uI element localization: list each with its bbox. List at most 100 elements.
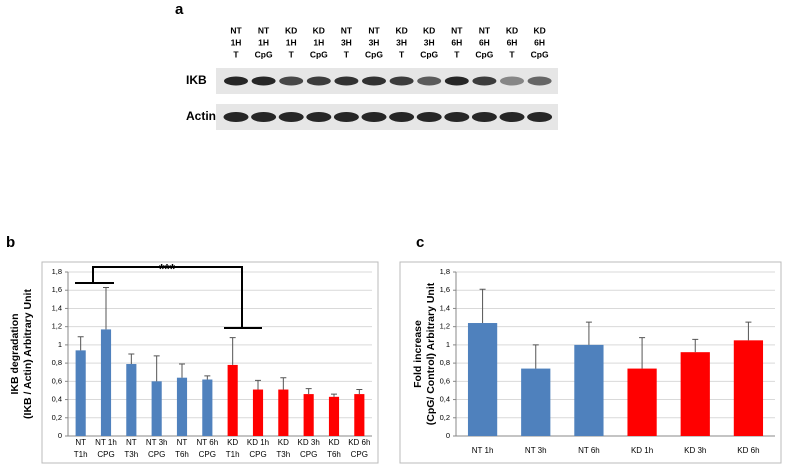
lane-label: KD [313, 25, 325, 35]
y-tick-label: 0,4 [440, 395, 450, 404]
blot-band [278, 112, 304, 122]
row-label: IKB [186, 73, 207, 87]
lane-label: T [289, 49, 295, 59]
y-tick-label: 0 [58, 431, 62, 440]
y-tick-label: 1,8 [52, 267, 62, 276]
x-tick-label: KD 6h [348, 438, 370, 447]
error-bar [331, 393, 337, 397]
panel-label: c [416, 234, 424, 251]
lane-label: T [509, 49, 515, 59]
y-axis-label: (CpG/ Control) Arbitrary Unit [425, 282, 437, 425]
lane-label: 3H [341, 37, 352, 47]
blot-band [362, 76, 386, 86]
error-bar [532, 344, 539, 369]
x-tick-label: T3h [124, 450, 138, 459]
blot-band [334, 76, 359, 86]
error-bar [153, 355, 160, 382]
bar [680, 352, 710, 436]
blot-band [416, 112, 442, 122]
x-tick-label: NT 6h [197, 438, 219, 447]
lane-label: KD [506, 25, 518, 35]
y-tick-label: 0,8 [52, 358, 62, 367]
x-tick-label: NT 6h [578, 446, 600, 455]
x-tick-label: KD 3h [298, 438, 320, 447]
lane-label: NT [258, 25, 270, 35]
y-tick-label: 1,6 [52, 285, 62, 294]
blot-band [224, 76, 248, 86]
y-tick-label: 1,2 [52, 322, 62, 331]
bar [328, 396, 340, 436]
lane-label: KD [395, 25, 407, 35]
blot-band [306, 76, 331, 86]
y-tick-label: 0,6 [52, 376, 62, 385]
x-tick-label: KD 6h [737, 446, 759, 455]
error-bar [692, 338, 699, 353]
lane-label: CpG [310, 49, 328, 59]
error-bar [745, 321, 752, 341]
lane-label: 6H [451, 37, 462, 47]
lane-label: T [454, 49, 460, 59]
x-tick-label: CPG [300, 450, 317, 459]
blot-band [279, 76, 304, 86]
lane-label: NT [341, 25, 353, 35]
lane-label: KD [533, 25, 545, 35]
blot-band [500, 76, 524, 86]
x-tick-label: CPG [351, 450, 368, 459]
error-bar [77, 336, 84, 351]
blot-band [417, 76, 442, 86]
blot-band [223, 112, 249, 122]
bar [100, 329, 112, 436]
error-bar [479, 288, 486, 324]
error-bar [103, 286, 109, 330]
error-bar [204, 375, 211, 380]
error-bar [128, 353, 135, 365]
x-tick-label: CPG [97, 450, 114, 459]
significance-label: *** [159, 261, 176, 277]
lane-label: CpG [475, 49, 493, 59]
x-tick-label: NT 1h [472, 446, 494, 455]
bar [176, 377, 188, 436]
x-tick-label: KD [227, 438, 238, 447]
blot-band [251, 76, 276, 86]
y-axis-label: Fold increase [412, 320, 424, 388]
error-bar [585, 321, 592, 345]
lane-label: CpG [255, 49, 273, 59]
significance-bracket [75, 266, 262, 329]
bar [521, 368, 551, 436]
blot-band [471, 112, 497, 122]
x-tick-label: KD [328, 438, 339, 447]
x-tick-label: T3h [276, 450, 290, 459]
x-tick-label: NT 3h [146, 438, 168, 447]
error-bar [639, 337, 646, 369]
x-tick-label: KD [278, 438, 289, 447]
bar [227, 364, 238, 436]
y-tick-label: 0,6 [440, 376, 450, 385]
lane-label: KD [423, 25, 435, 35]
y-tick-label: 0,4 [52, 395, 62, 404]
error-bar [255, 379, 261, 390]
lane-label: CpG [365, 49, 383, 59]
blot-band [444, 76, 469, 86]
bar [354, 394, 365, 436]
x-tick-label: CPG [249, 450, 266, 459]
bar [733, 340, 764, 436]
y-axis-label: IKB degradation [9, 313, 21, 394]
lane-label: NT [451, 25, 463, 35]
error-bar [305, 388, 312, 395]
x-tick-label: T1h [74, 450, 88, 459]
lane-label: 3H [424, 37, 435, 47]
bar [574, 344, 604, 436]
bar [627, 368, 657, 436]
lane-label: 1H [313, 37, 324, 47]
lane-label: 6H [479, 37, 490, 47]
y-tick-label: 0,2 [440, 413, 450, 422]
lane-label: 3H [396, 37, 407, 47]
y-tick-label: 1,6 [440, 285, 450, 294]
x-tick-label: NT [126, 438, 137, 447]
blot-band [389, 112, 415, 122]
x-tick-label: T6h [327, 450, 341, 459]
lane-label: NT [479, 25, 491, 35]
lane-label: 3H [369, 37, 380, 47]
x-tick-label: CPG [148, 450, 165, 459]
blot-band [499, 112, 525, 122]
